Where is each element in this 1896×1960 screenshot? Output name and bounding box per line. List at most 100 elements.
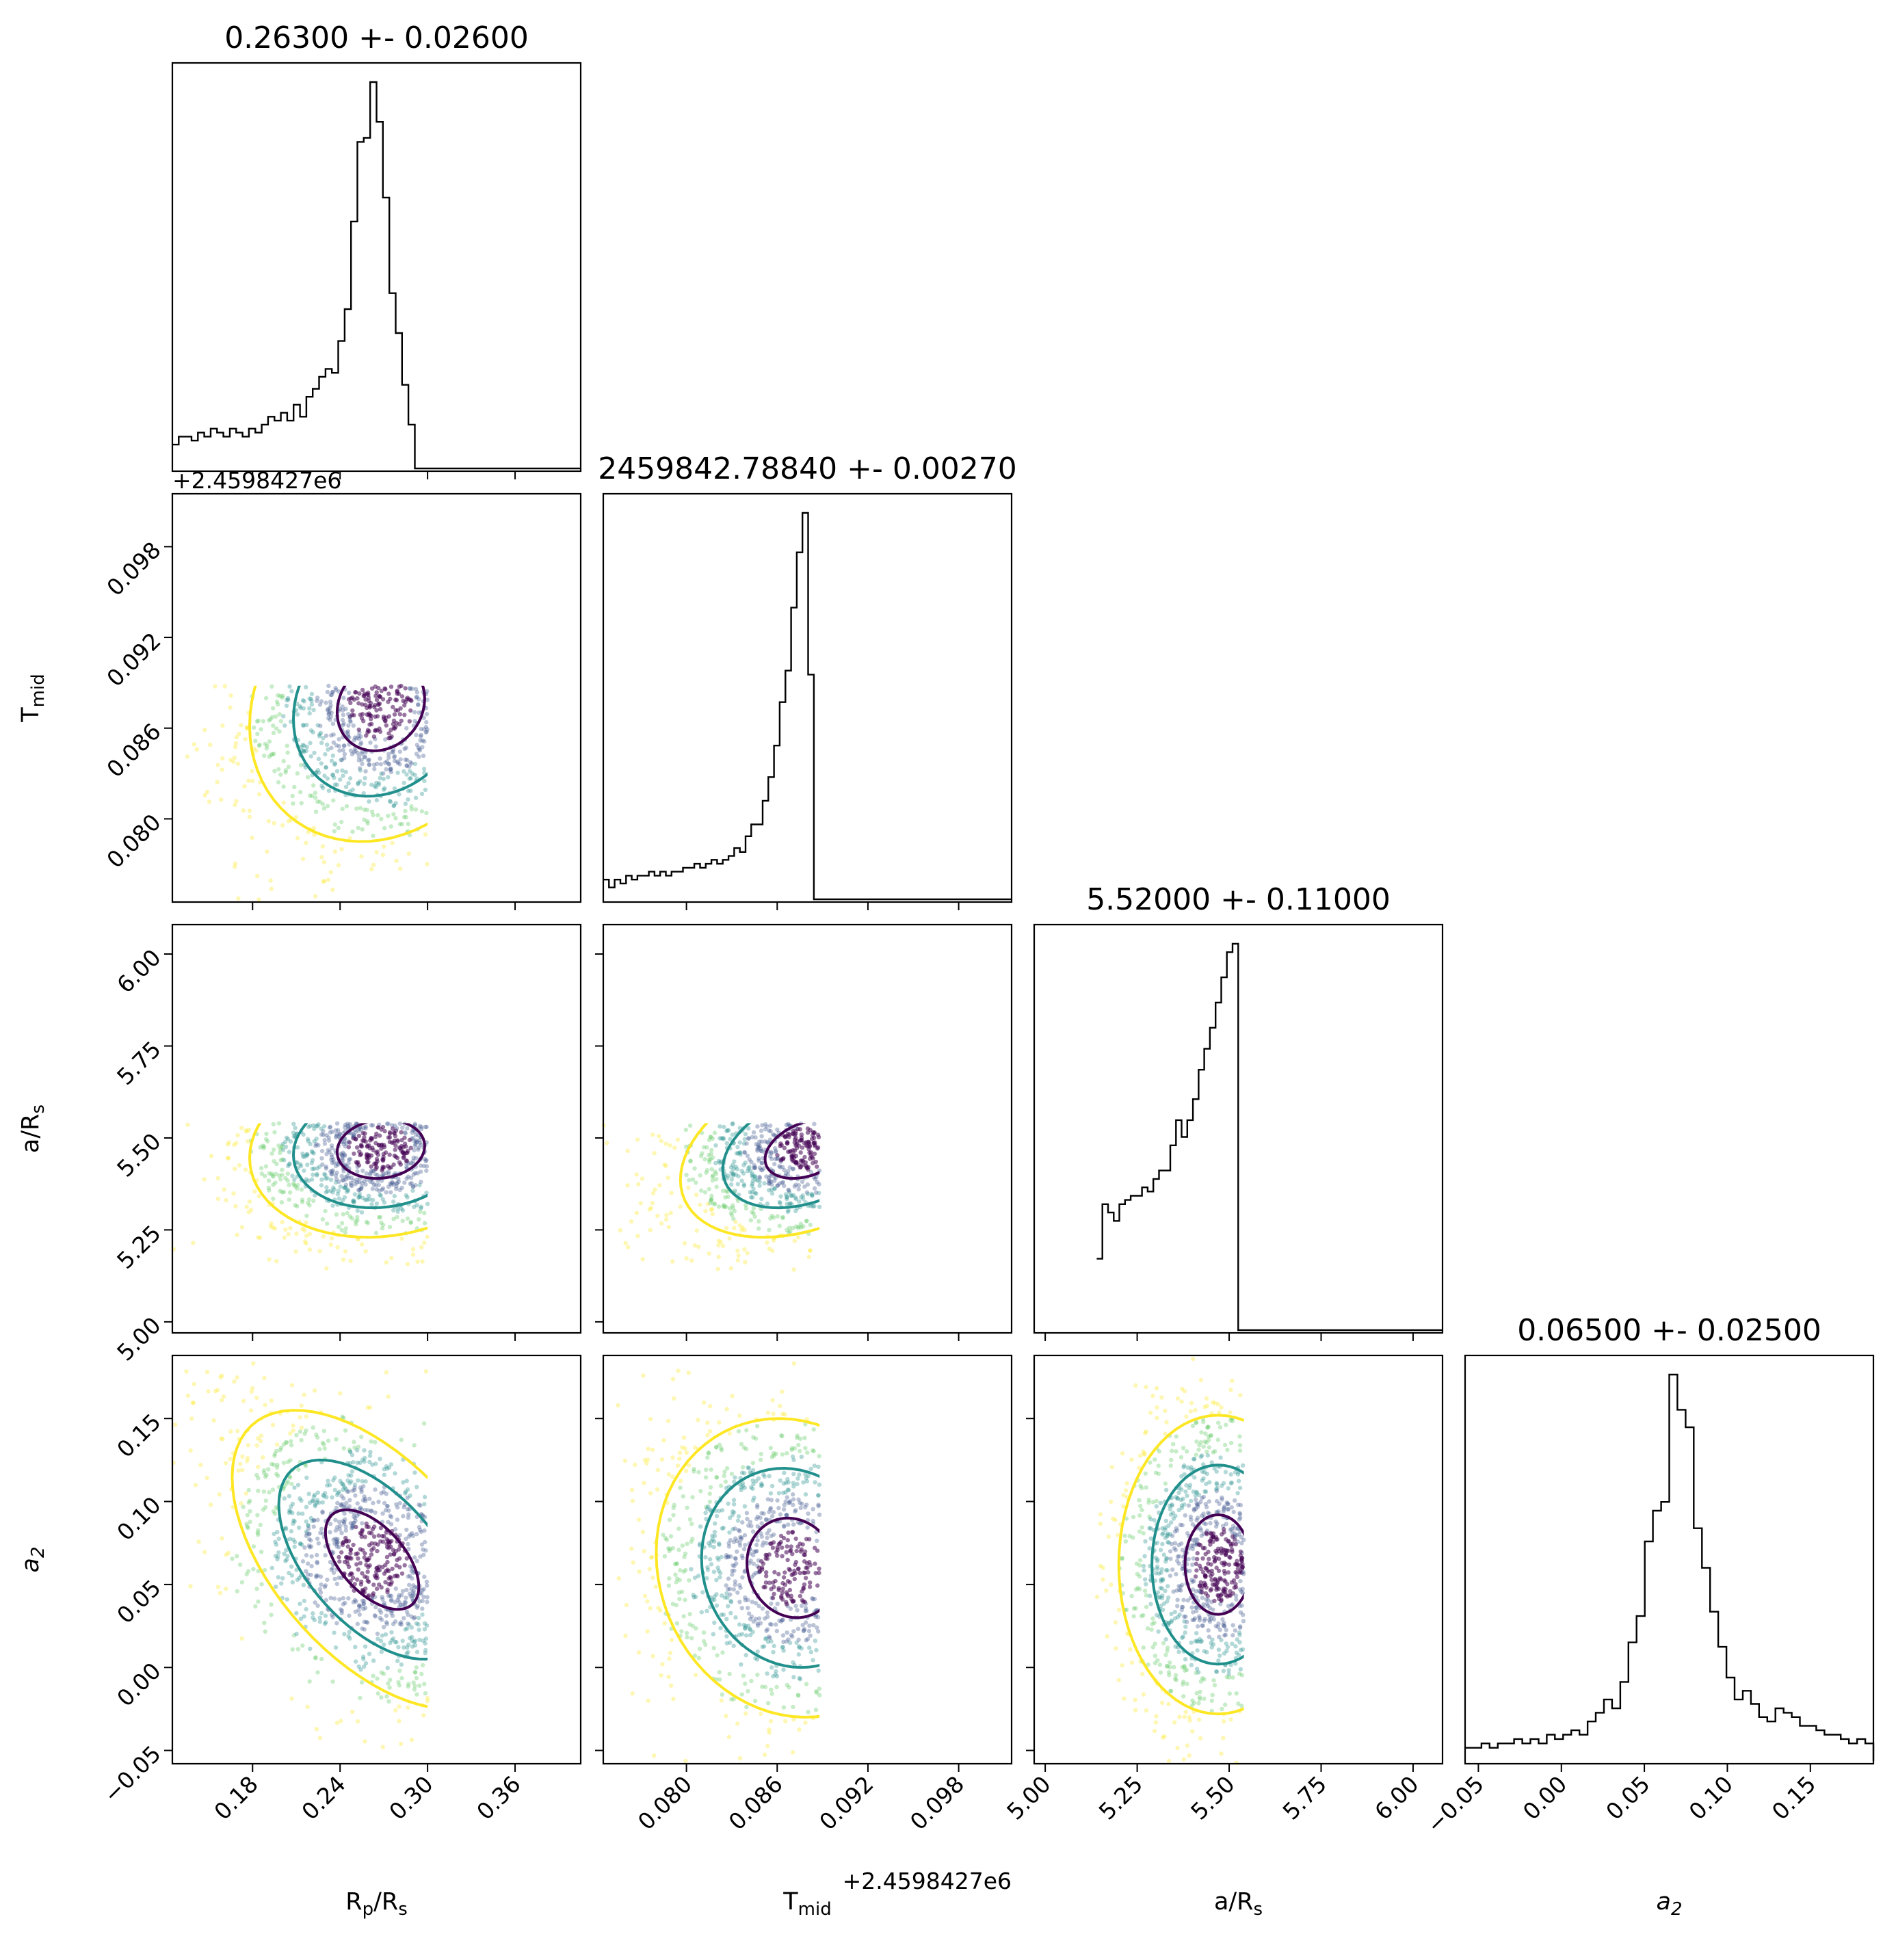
sample-point [816,1191,821,1195]
sample-point [291,1122,296,1126]
sample-point [352,1485,357,1490]
sample-point [313,795,318,800]
sample-point [339,819,344,825]
sample-point [382,786,387,791]
sample-point [1163,1408,1168,1414]
sample-point [343,769,348,775]
sample-point [796,1442,801,1448]
sample-point [393,1123,397,1128]
sample-point [732,1479,737,1484]
sample-point [355,750,360,756]
sample-point [385,1665,390,1671]
sample-point [739,1228,744,1232]
sample-point [399,1236,404,1241]
sample-point [815,1691,819,1695]
sample-point [1120,1557,1124,1561]
sample-point [340,768,345,773]
sample-point [328,1595,333,1600]
sample-point [341,1150,345,1155]
sample-point [333,1518,338,1522]
sample-point [370,1593,376,1598]
sample-point [1207,1445,1212,1450]
sample-point [391,1217,396,1221]
sample-point [406,1512,411,1517]
sample-point [726,1734,732,1740]
sample-point [376,1533,381,1538]
sample-point [710,1136,715,1141]
sample-point [1238,1667,1243,1672]
sample-point [1198,1377,1204,1383]
sample-point [1203,1489,1209,1494]
sample-point [425,698,430,702]
sample-point [318,1574,324,1579]
sample-point [334,1621,339,1626]
scatter-rp-tmid [185,683,430,902]
sample-point [1140,1671,1145,1677]
sample-point [412,1593,417,1598]
sample-point [228,758,233,763]
sample-point [674,1580,679,1585]
sample-point [360,1168,365,1174]
sample-point [1237,1630,1242,1635]
sample-point [324,733,329,738]
sample-point [767,1727,772,1732]
sample-point [1233,1644,1238,1649]
sample-point [365,712,369,717]
sample-point [797,1644,802,1649]
sample-point [714,1475,720,1480]
sample-point [310,1158,315,1163]
sample-point [374,1201,380,1206]
sample-point [1190,1579,1195,1585]
sample-point [765,1557,770,1561]
sample-point [1186,1557,1191,1561]
sample-point [1215,1402,1221,1407]
sample-point [188,1448,193,1453]
sample-point [729,1182,734,1187]
sample-point [1155,1540,1160,1546]
sample-point [268,1224,273,1229]
sample-point [409,1737,414,1743]
sample-point [324,1166,329,1171]
sample-point [813,1546,817,1550]
sample-point [1189,1543,1194,1548]
sample-point [772,1585,776,1589]
sample-point [1230,1549,1235,1554]
sample-point [744,1704,749,1710]
sample-point [1237,1652,1241,1658]
sample-point [341,747,345,753]
sample-point [1166,1531,1170,1536]
sample-point [312,1166,317,1171]
sample-point [735,1538,739,1544]
sample-point [410,1590,415,1595]
sample-point [302,1168,306,1173]
sample-point [1241,1537,1246,1542]
sample-point [328,1189,333,1193]
sample-point [683,1446,687,1451]
sample-point [717,1442,722,1447]
sample-point [315,1490,320,1495]
sample-point [345,1122,350,1126]
sample-point [717,1677,722,1682]
sample-point [1175,1598,1180,1602]
sample-point [239,1126,244,1130]
sample-point [1194,1453,1198,1457]
sample-point [362,1448,367,1453]
sample-point [759,1451,763,1457]
sample-point [730,1394,735,1399]
sample-point [378,1610,384,1615]
sample-point [1216,1593,1221,1598]
sample-point [304,1519,308,1524]
sample-point [306,1532,312,1537]
sample-point [315,1166,320,1171]
sample-point [306,1523,311,1528]
sample-point [1144,1384,1148,1390]
sample-point [410,686,414,691]
sample-point [393,816,398,821]
sample-point [358,1667,363,1672]
sample-point [1214,1509,1219,1514]
sample-point [280,693,285,698]
sample-point [722,1469,727,1474]
sample-point [247,1199,252,1204]
sample-point [311,1499,316,1504]
sample-point [329,733,334,738]
